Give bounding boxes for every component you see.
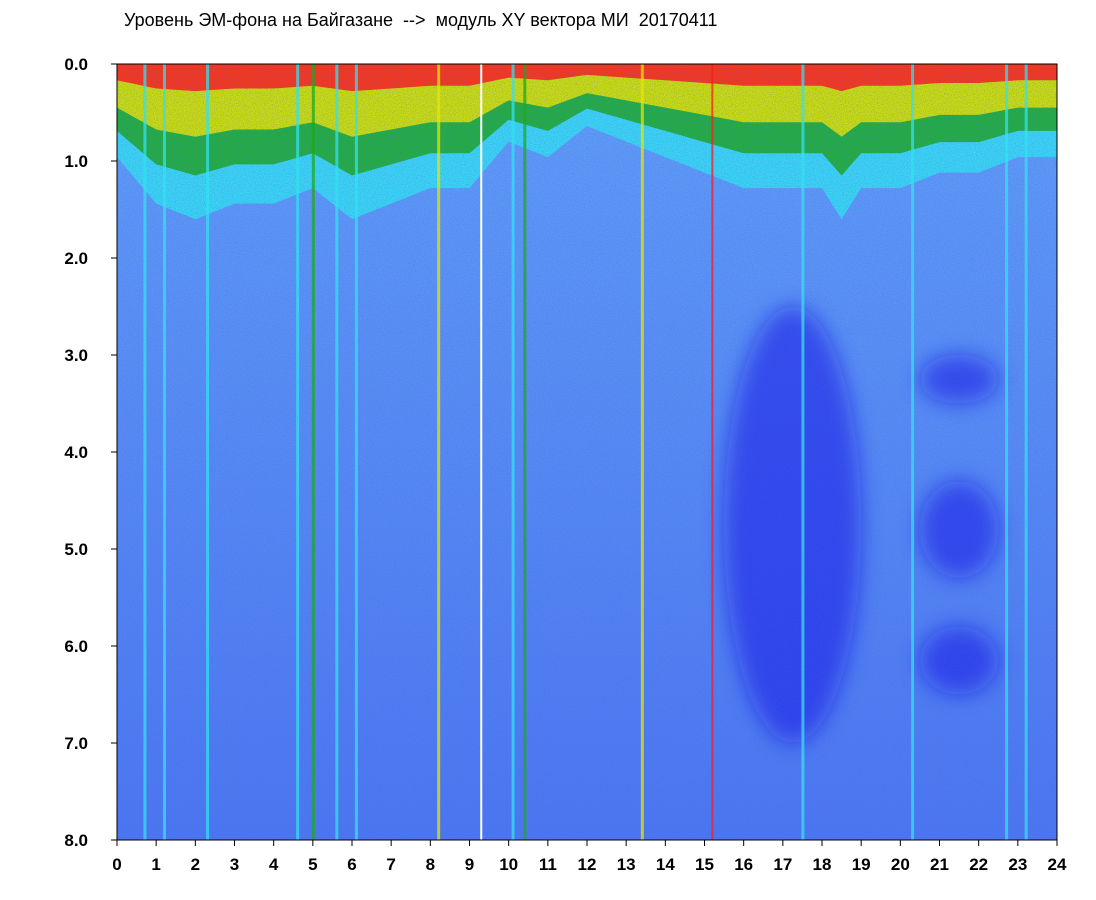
x-tick-label-17: 17 [773,855,792,874]
x-tick-label-18: 18 [813,855,832,874]
x-tick-label-8: 8 [426,855,435,874]
x-tick-label-4: 4 [269,855,279,874]
x-tick-label-20: 20 [891,855,910,874]
y-tick-label-8.0: 8.0 [64,831,88,850]
y-tick-label-7.0: 7.0 [64,734,88,753]
x-tick-label-19: 19 [852,855,871,874]
noise-texture [117,64,1057,840]
x-tick-label-1: 1 [151,855,160,874]
y-tick-label-5.0: 5.0 [64,540,88,559]
y-tick-label-1.0: 1.0 [64,152,88,171]
x-tick-label-23: 23 [1008,855,1027,874]
x-tick-label-3: 3 [230,855,239,874]
streak-16 [1024,64,1028,840]
y-tick-label-6.0: 6.0 [64,637,88,656]
x-axis: 0 1 2 3 4 5 6 7 8 9 10 11 12 13 14 15 16 17 18 19 20 21 22 23 24 [112,840,1067,874]
streak-9 [511,64,515,840]
streak-10 [523,64,527,840]
chart-title: Уровень ЭМ-фона на Байгазане --> модуль … [124,10,718,30]
streak-4 [311,64,315,840]
streak-7 [437,64,441,840]
x-tick-label-16: 16 [734,855,753,874]
x-tick-label-5: 5 [308,855,317,874]
x-tick-label-12: 12 [578,855,597,874]
x-tick-label-7: 7 [386,855,395,874]
x-tick-label-24: 24 [1048,855,1067,874]
x-tick-label-0: 0 [112,855,121,874]
streak-0 [143,64,147,840]
streak-12 [711,64,714,840]
streak-5 [335,64,339,840]
y-tick-label-2.0: 2.0 [64,249,88,268]
x-tick-label-6: 6 [347,855,356,874]
streak-13 [801,64,805,840]
plot-area [117,64,1057,840]
y-tick-label-0.0: 0.0 [64,55,88,74]
streak-14 [911,64,915,840]
x-tick-label-11: 11 [539,855,557,874]
x-tick-label-9: 9 [465,855,474,874]
streak-3 [296,64,300,840]
streak-15 [1005,64,1009,840]
x-tick-label-14: 14 [656,855,675,874]
x-tick-label-13: 13 [617,855,636,874]
x-tick-label-15: 15 [695,855,714,874]
x-tick-label-10: 10 [499,855,518,874]
x-tick-label-22: 22 [969,855,988,874]
streak-2 [206,64,210,840]
streak-11 [640,64,644,840]
streak-6 [354,64,358,840]
y-axis: 0.0 1.0 2.0 3.0 4.0 5.0 6.0 7.0 8.0 [64,55,117,850]
streak-1 [163,64,166,840]
x-tick-label-21: 21 [930,855,949,874]
x-tick-label-2: 2 [191,855,200,874]
streak-8 [480,64,483,840]
y-tick-label-4.0: 4.0 [64,443,88,462]
y-tick-label-3.0: 3.0 [64,346,88,365]
